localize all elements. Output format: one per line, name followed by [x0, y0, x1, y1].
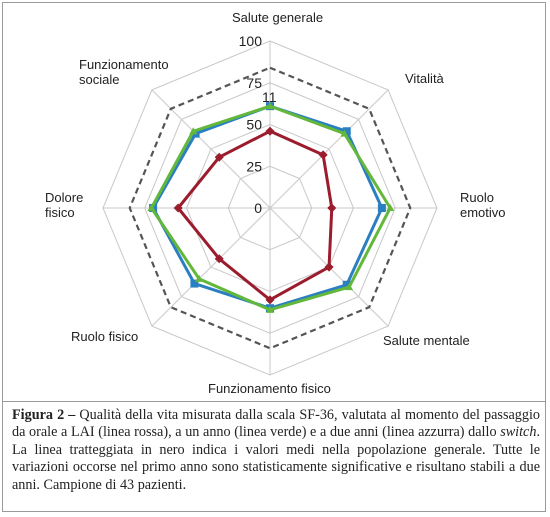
caption-italic-word: switch [500, 424, 537, 441]
series-point-switch-2 [327, 203, 337, 213]
series-point-two_years-5 [190, 279, 199, 288]
caption-divider [3, 401, 545, 402]
caption-text-before: Qualità della vita misurata dalla scala … [12, 407, 540, 441]
grid-spoke-1 [269, 89, 389, 209]
tick-label-0: 0 [254, 200, 262, 216]
caption-label: Figura 2 – [12, 407, 76, 423]
series-point-one_year-7 [189, 127, 198, 135]
tick-label-75: 75 [246, 75, 262, 91]
tick-label-50: 50 [246, 117, 262, 133]
tick-label-25: 25 [246, 158, 262, 174]
series-point-switch-7 [214, 152, 224, 162]
series-point-two_years-3 [342, 280, 351, 289]
axis-label-ruolo-fisico: Ruolo fisico [71, 329, 139, 344]
figure-caption: Figura 2 – Qualità della vita misurata d… [12, 407, 540, 494]
series-point-switch-6 [173, 203, 183, 213]
series-point-switch-1 [318, 150, 328, 160]
caption-text-after: . La linea tratteggiata in nero indica i… [12, 424, 540, 493]
tick-label-100: 100 [239, 33, 263, 49]
series-point-one_year-1 [340, 129, 349, 137]
axis-label-salute-mentale: Salute mentale [383, 333, 470, 348]
series-point-two_years-2 [377, 204, 386, 212]
axis-label-vitalita: Vitalità [405, 71, 444, 86]
axis-label-ruolo-emotivo: Ruolo emotivo [460, 190, 506, 220]
series-point-one_year-0 [266, 102, 274, 110]
axis-label-salute-generale: Salute generale [232, 10, 324, 25]
radar-svg: 0 25 50 75 100 11 [102, 33, 438, 376]
series-point-one_year-3 [345, 283, 354, 291]
axis-label-funzionamento-fisico: Funzionamento fisico [208, 381, 331, 396]
series-point-one_year-2 [386, 204, 395, 211]
series-point-one_year-6 [147, 204, 156, 211]
series-point-one_year-4 [266, 305, 274, 313]
series-point-switch-0 [265, 126, 275, 136]
grid-spoke-5 [151, 207, 271, 327]
radar-chart: 0 25 50 75 100 11 Salute generale Vitalità Ru… [3, 3, 547, 401]
series-point-one_year-5 [195, 274, 204, 282]
axis-label-dolore-fisico: Dolore fisico [45, 190, 84, 220]
series-line-reference [128, 66, 412, 350]
figure-frame: 0 25 50 75 100 11 Salute generale Vitalità Ru… [2, 2, 546, 512]
series-point-two_years-1 [342, 127, 351, 136]
chart-annotation: 11 [262, 89, 277, 105]
axis-label-funzionamento-sociale: Funzionamento sociale [79, 57, 169, 87]
